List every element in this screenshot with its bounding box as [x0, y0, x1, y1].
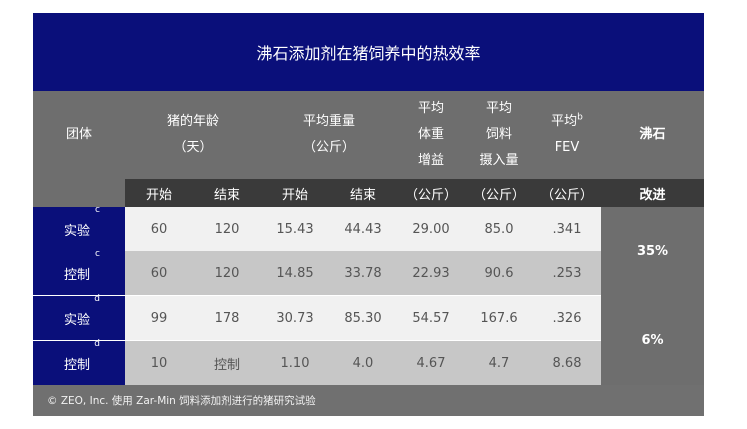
header-gain-line3: 增益	[417, 153, 444, 168]
cell-end: 178	[193, 296, 261, 340]
cell-gain: 22.93	[397, 251, 465, 295]
table-frame: 沸石添加剂在猪饲养中的热效率 团体 猪的年龄 （天） 平均重量 （公斤） 平均 …	[33, 13, 704, 416]
table-row: 实验 c 60 120 15.43 44.43 29.00 85.0 .341	[33, 204, 704, 251]
subheader-unit2: （公斤）	[472, 187, 525, 203]
header-age-line1: 猪的年龄	[166, 114, 219, 129]
row-group-text: 实验 c	[63, 204, 100, 239]
cell-wend: 44.43	[329, 207, 397, 251]
subheader-start1: 开始	[145, 187, 172, 203]
header-fev-line1: 平均b	[551, 109, 583, 135]
subheader-end1: 结束	[213, 187, 240, 203]
title-text: 沸石添加剂在猪饲养中的热效率	[256, 44, 481, 63]
cell-wstart: 30.73	[261, 296, 329, 340]
cell-feed: 4.7	[465, 341, 533, 385]
header-weight-line1: 平均重量	[302, 114, 355, 129]
cell-wstart: 1.10	[261, 341, 329, 385]
table-row: 实验 d 99 178 30.73 85.30 54.57 167.6 .326	[33, 293, 704, 340]
row-group-label: 控制 d	[33, 338, 125, 385]
cell-end: 控制	[193, 341, 261, 385]
header-row: 团体 猪的年龄 （天） 平均重量 （公斤） 平均 体重 增益 平均 饲料 摄入量…	[33, 91, 704, 179]
cell-wstart: 14.85	[261, 251, 329, 295]
row-group-label: 实验 c	[33, 204, 125, 251]
row-label: 实验	[63, 223, 90, 239]
cell-start: 99	[125, 296, 193, 340]
row-group-text: 控制 c	[63, 248, 100, 283]
subheader-row: 开始 结束 开始 结束 （公斤） （公斤） （公斤） 改进	[33, 179, 704, 207]
table-row: 控制 d 10 控制 1.10 4.0 4.67 4.7 8.68	[33, 338, 704, 385]
row-group-text: 控制 d	[63, 338, 100, 373]
header-feed-line2: 饲料	[485, 127, 512, 142]
header-fev: 平均b FEV	[533, 91, 601, 179]
header-group: 团体	[33, 91, 125, 179]
subheader-unit3: （公斤）	[540, 187, 593, 203]
header-age-line2: （天）	[173, 140, 213, 155]
cell-end: 120	[193, 207, 261, 251]
row-label: 控制	[63, 357, 90, 373]
footer-note: © ZEO, Inc. 使用 Zar-Min 饲料添加剂进行的猪研究试验	[33, 385, 704, 416]
table-row: 控制 c 60 120 14.85 33.78 22.93 90.6 .253	[33, 248, 704, 295]
zeolite-value: 6%	[641, 333, 664, 348]
row-label: 控制	[63, 267, 90, 283]
cell-feed: 90.6	[465, 251, 533, 295]
zeolite-improvement-1: 35%	[601, 207, 704, 296]
header-gain-line1: 平均	[417, 101, 444, 116]
header-weight-line2: （公斤）	[302, 140, 355, 155]
header-fev-sup: b	[577, 112, 583, 123]
header-gain: 平均 体重 增益	[397, 91, 465, 179]
footer-text: © ZEO, Inc. 使用 Zar-Min 饲料添加剂进行的猪研究试验	[47, 395, 316, 407]
header-fev-line2: FEV	[554, 140, 580, 155]
header-group-label: 团体	[65, 127, 92, 142]
header-zeolite-label: 沸石	[639, 127, 666, 142]
zeolite-improvement-2: 6%	[601, 296, 704, 385]
subheader-start2: 开始	[281, 187, 308, 203]
header-zeolite: 沸石	[601, 91, 704, 179]
zeolite-value: 35%	[636, 244, 669, 259]
header-gain-line2: 体重	[417, 127, 444, 142]
subheader-unit1: （公斤）	[404, 187, 457, 203]
cell-start: 60	[125, 251, 193, 295]
cell-end: 120	[193, 251, 261, 295]
cell-wend: 33.78	[329, 251, 397, 295]
cell-gain: 29.00	[397, 207, 465, 251]
cell-wend: 85.30	[329, 296, 397, 340]
cell-gain: 4.67	[397, 341, 465, 385]
header-feed: 平均 饲料 摄入量	[465, 91, 533, 179]
header-age: 猪的年龄 （天）	[125, 91, 261, 179]
header-weight: 平均重量 （公斤）	[261, 91, 397, 179]
row-group-label: 控制 c	[33, 248, 125, 295]
cell-wstart: 15.43	[261, 207, 329, 251]
table-title: 沸石添加剂在猪饲养中的热效率	[33, 13, 704, 91]
header-feed-line3: 摄入量	[479, 153, 519, 168]
table-body: 实验 c 60 120 15.43 44.43 29.00 85.0 .341 控…	[33, 204, 704, 385]
cell-feed: 167.6	[465, 296, 533, 340]
header-fev-line1-text: 平均	[551, 114, 578, 129]
cell-feed: 85.0	[465, 207, 533, 251]
cell-fev: .341	[533, 207, 601, 251]
header-feed-line1: 平均	[485, 101, 512, 116]
cell-fev: .326	[533, 296, 601, 340]
cell-fev: 8.68	[533, 341, 601, 385]
subheader-improve: 改进	[639, 187, 666, 203]
cell-start: 60	[125, 207, 193, 251]
row-group-label: 实验 d	[33, 293, 125, 340]
cell-fev: .253	[533, 251, 601, 295]
subheader-end2: 结束	[349, 187, 376, 203]
row-label: 实验	[63, 312, 90, 328]
row-group-text: 实验 d	[63, 293, 100, 328]
cell-wend: 4.0	[329, 341, 397, 385]
cell-gain: 54.57	[397, 296, 465, 340]
cell-start: 10	[125, 341, 193, 385]
subheader-empty	[33, 179, 125, 207]
